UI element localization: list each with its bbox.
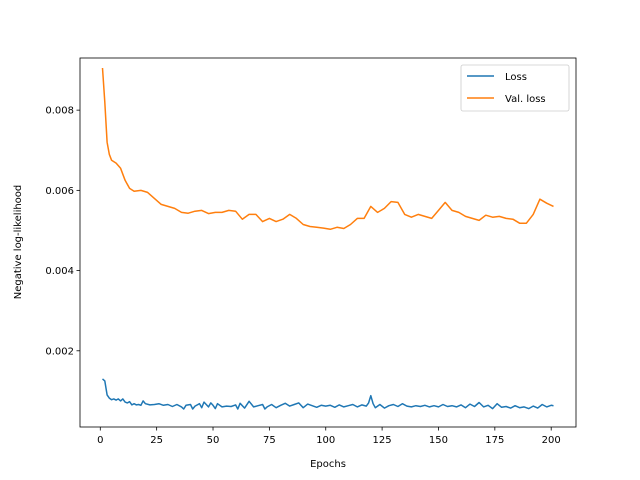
series-line-loss	[102, 378, 554, 410]
y-tick-label: 0.002	[45, 346, 74, 357]
x-tick-label: 50	[207, 435, 220, 446]
legend: Loss Val. loss	[460, 64, 570, 112]
x-tick-label: 200	[542, 435, 561, 446]
x-tick-label: 150	[429, 435, 448, 446]
x-axis-label: Epochs	[310, 459, 346, 470]
y-axis-label: Negative log-likelihood	[13, 185, 24, 300]
y-tick-label: 0.006	[45, 186, 74, 197]
x-tick-label: 75	[263, 435, 276, 446]
x-tick-label: 125	[373, 435, 392, 446]
x-tick-label: 100	[316, 435, 335, 446]
series-line-val-loss	[101, 67, 554, 231]
plot-lines	[101, 67, 554, 410]
plot-frame	[79, 57, 577, 428]
x-tick-label: 175	[485, 435, 504, 446]
legend-label: Val. loss	[505, 94, 546, 105]
y-tick-label: 0.004	[45, 266, 74, 277]
y-axis: 0.002 0.004 0.006 0.008	[45, 106, 80, 357]
x-axis: 0 25 50 75 100 125 150 175 200	[97, 427, 561, 446]
y-tick-label: 0.008	[45, 106, 74, 117]
legend-label: Loss	[505, 72, 527, 83]
x-tick-label: 25	[150, 435, 163, 446]
x-tick-label: 0	[97, 435, 103, 446]
